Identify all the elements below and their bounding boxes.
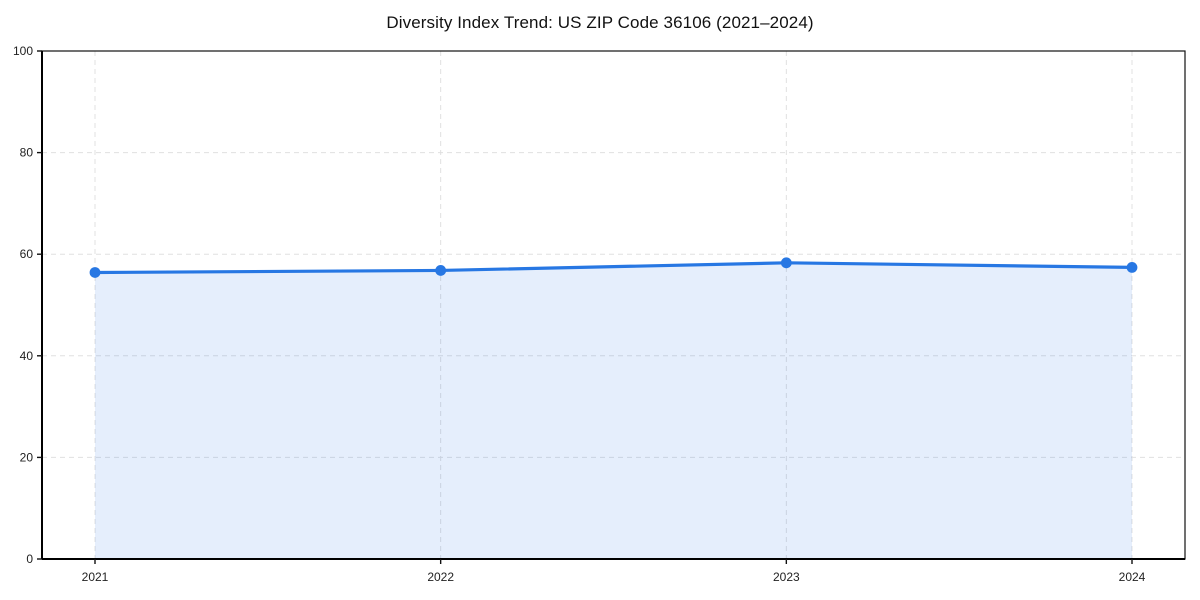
data-point-marker — [435, 265, 447, 276]
y-tick-label: 100 — [13, 44, 33, 58]
data-point-marker — [89, 267, 101, 278]
x-tick-label: 2023 — [773, 570, 800, 584]
y-tick-label: 0 — [26, 552, 33, 566]
series-line — [93, 261, 1134, 275]
x-tick-label: 2022 — [427, 570, 454, 584]
x-tick-label: 2024 — [1119, 570, 1146, 584]
x-tick-label: 2021 — [82, 570, 109, 584]
data-point-marker — [780, 257, 792, 269]
y-tick-label: 60 — [20, 247, 34, 261]
chart-title: Diversity Index Trend: US ZIP Code 36106… — [386, 13, 814, 32]
y-tick-label: 80 — [20, 146, 34, 160]
y-tick-label: 40 — [20, 349, 34, 363]
y-tick-label: 20 — [20, 450, 34, 464]
series-area-fill — [95, 262, 1132, 559]
data-point-marker — [1126, 262, 1138, 273]
